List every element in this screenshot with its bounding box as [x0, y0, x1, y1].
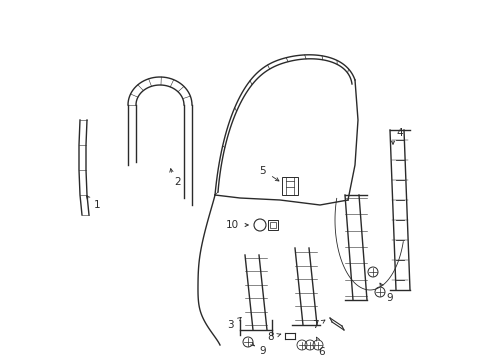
- Text: 1: 1: [94, 200, 100, 210]
- Bar: [269, 222, 275, 228]
- Text: 8: 8: [267, 332, 274, 342]
- Text: 6: 6: [318, 347, 325, 357]
- Bar: [267, 220, 278, 230]
- Text: 5: 5: [259, 166, 266, 176]
- Text: 4: 4: [396, 128, 403, 138]
- Text: 9: 9: [259, 346, 266, 356]
- Text: 7: 7: [311, 320, 318, 330]
- Text: 3: 3: [226, 320, 233, 330]
- Text: 10: 10: [225, 220, 238, 230]
- Text: 9: 9: [386, 293, 392, 303]
- Bar: [282, 177, 297, 195]
- Text: 2: 2: [174, 177, 181, 187]
